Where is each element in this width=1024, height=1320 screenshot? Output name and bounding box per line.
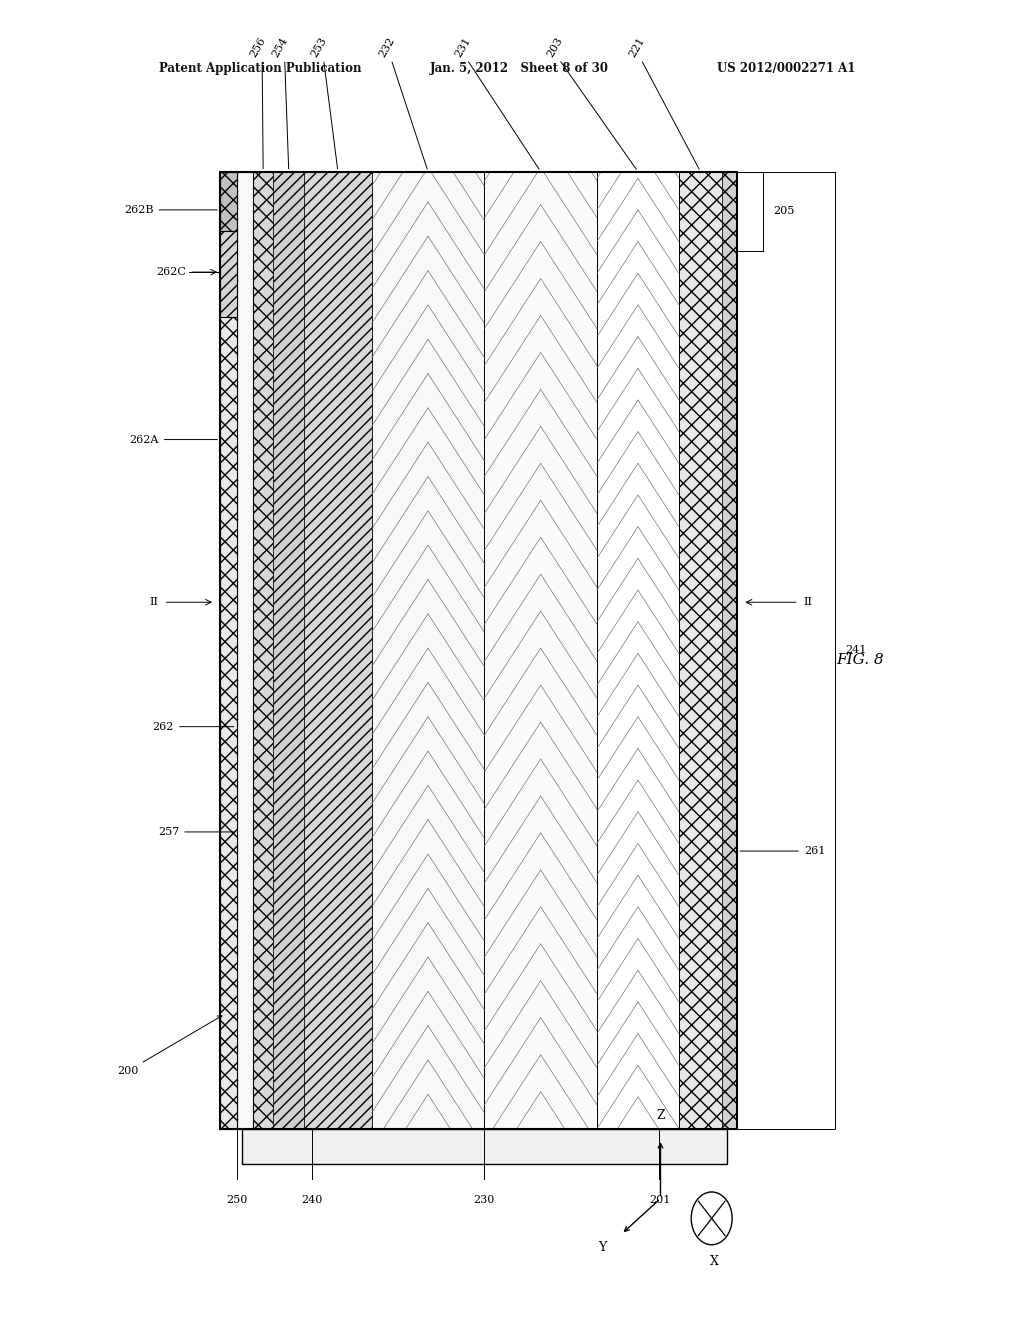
- Bar: [304, 172, 372, 1129]
- Text: 262: 262: [153, 722, 233, 731]
- Text: 253: 253: [309, 36, 329, 59]
- Text: 221: 221: [627, 36, 646, 59]
- Bar: [253, 172, 273, 1129]
- Text: FIG. 8: FIG. 8: [837, 653, 884, 667]
- Text: 262B: 262B: [124, 205, 217, 215]
- Circle shape: [691, 1192, 732, 1245]
- Text: 231: 231: [453, 36, 472, 59]
- Text: 205: 205: [773, 206, 795, 216]
- Text: Jan. 5, 2012   Sheet 8 of 30: Jan. 5, 2012 Sheet 8 of 30: [430, 62, 609, 75]
- Bar: [372, 172, 484, 1129]
- Text: 241: 241: [845, 645, 866, 655]
- Text: 254: 254: [270, 36, 290, 59]
- Text: 232: 232: [377, 36, 396, 59]
- Bar: [722, 172, 737, 1129]
- Bar: [220, 317, 237, 1129]
- Text: Y: Y: [598, 1241, 606, 1254]
- Text: Z: Z: [656, 1109, 665, 1122]
- Bar: [273, 172, 304, 1129]
- Text: II: II: [150, 597, 159, 607]
- Bar: [237, 172, 253, 1129]
- Text: II: II: [804, 597, 813, 607]
- Text: X: X: [711, 1255, 719, 1269]
- Text: 261: 261: [740, 846, 825, 857]
- Text: 203: 203: [545, 36, 564, 59]
- Text: US 2012/0002271 A1: US 2012/0002271 A1: [717, 62, 855, 75]
- Text: 240: 240: [302, 1195, 323, 1205]
- Text: 262C: 262C: [157, 267, 186, 277]
- Bar: [484, 172, 597, 1129]
- Text: 257: 257: [158, 826, 233, 837]
- Bar: [597, 172, 679, 1129]
- Bar: [242, 1129, 727, 1164]
- Bar: [220, 172, 737, 1129]
- Text: 250: 250: [226, 1195, 247, 1205]
- Text: Patent Application Publication: Patent Application Publication: [159, 62, 361, 75]
- Text: 262A: 262A: [129, 434, 217, 445]
- Bar: [220, 172, 237, 231]
- Text: 256: 256: [248, 36, 267, 59]
- Bar: [679, 172, 722, 1129]
- Bar: [220, 172, 737, 1129]
- Bar: [220, 231, 237, 317]
- Text: 200: 200: [117, 1015, 222, 1076]
- Text: 230: 230: [474, 1195, 495, 1205]
- Text: 201: 201: [649, 1195, 670, 1205]
